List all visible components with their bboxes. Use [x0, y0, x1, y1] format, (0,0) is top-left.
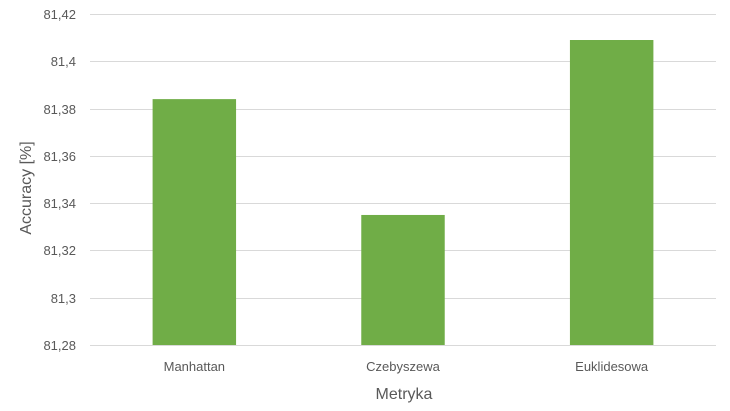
y-axis-ticks: 81,28 81,3 81,32 81,34 81,36 81,38 81,4 81,42 — [43, 7, 76, 353]
bar-manhattan — [152, 99, 237, 345]
y-tick-label: 81,4 — [51, 54, 76, 69]
x-tick-label: Euklidesowa — [575, 359, 649, 374]
x-tick-label: Manhattan — [164, 359, 225, 374]
y-tick-label: 81,3 — [51, 291, 76, 306]
bars — [152, 40, 654, 345]
y-tick-label: 81,32 — [43, 243, 76, 258]
x-axis-title: Metryka — [376, 386, 433, 403]
y-tick-label: 81,36 — [43, 149, 76, 164]
y-tick-label: 81,34 — [43, 196, 76, 211]
x-axis-ticks: Manhattan Czebyszewa Euklidesowa — [164, 359, 649, 374]
y-axis-title: Accuracy [%] — [18, 141, 35, 234]
x-tick-label: Czebyszewa — [366, 359, 440, 374]
y-tick-label: 81,28 — [43, 338, 76, 353]
bar-euklidesowa — [569, 40, 654, 345]
y-tick-label: 81,42 — [43, 7, 76, 22]
y-tick-label: 81,38 — [43, 102, 76, 117]
bar-czebyszewa — [361, 214, 445, 345]
